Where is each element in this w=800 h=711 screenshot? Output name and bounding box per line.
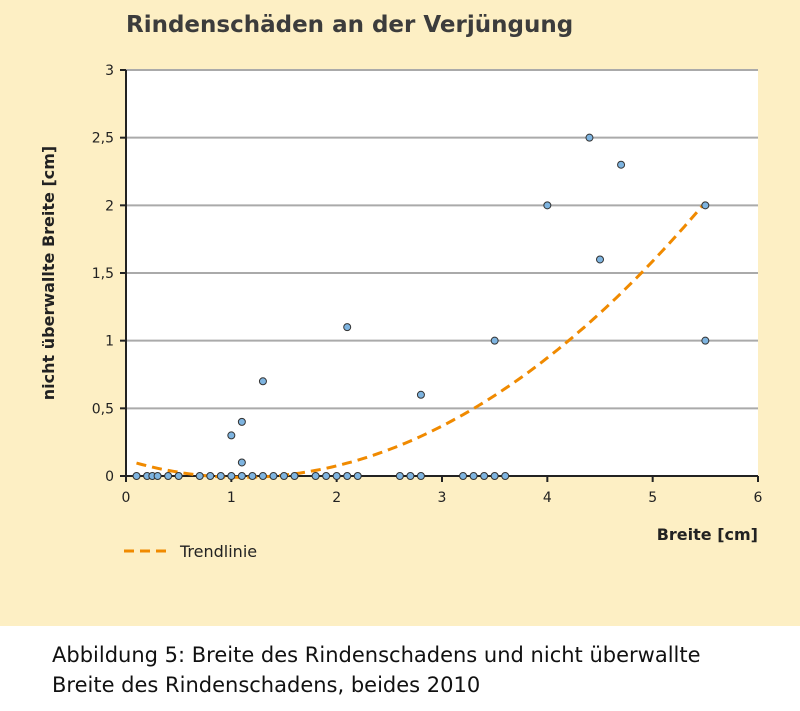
- y-tick-label: 0,5: [92, 401, 114, 417]
- x-tick-label: 4: [543, 490, 552, 506]
- y-tick-label: 1,5: [92, 266, 114, 282]
- data-point: [469, 472, 478, 480]
- data-point: [490, 472, 499, 480]
- x-tick-label: 3: [438, 490, 447, 506]
- data-point: [501, 472, 510, 480]
- data-point: [248, 472, 257, 480]
- y-tick-label: 1: [105, 334, 114, 350]
- scatter-chart: 0 0,5 1 1,5 2 2,5 3 0 1 2 3 4 5 6 Breite [cm] nicht ü…: [39, 63, 763, 561]
- data-point: [343, 472, 352, 480]
- caption-line-2: Breite des Rindenschadens, beides 2010: [52, 673, 481, 697]
- figure-caption: Abbildung 5: Breite des Rindenschadens u…: [52, 640, 701, 700]
- data-point: [596, 255, 604, 264]
- legend-label: Trendlinie: [179, 542, 257, 561]
- data-point: [174, 472, 183, 480]
- data-point: [322, 472, 331, 480]
- data-point: [543, 201, 552, 210]
- data-point: [406, 472, 415, 480]
- data-point: [269, 472, 278, 480]
- data-point: [490, 336, 499, 345]
- data-point: [480, 472, 489, 480]
- x-tick-label: 1: [227, 490, 236, 506]
- x-axis-label: Breite [cm]: [657, 525, 758, 544]
- y-tick-label: 3: [105, 63, 114, 79]
- data-point: [416, 390, 425, 399]
- data-point: [617, 160, 626, 169]
- data-point: [459, 472, 468, 480]
- data-point: [280, 472, 288, 480]
- data-point: [290, 472, 299, 480]
- data-point: [416, 472, 425, 480]
- data-point: [332, 472, 341, 480]
- y-tick-label: 2,5: [92, 131, 114, 147]
- data-point: [132, 472, 141, 480]
- x-tick-label: 5: [648, 490, 657, 506]
- data-point: [227, 431, 236, 440]
- data-point: [195, 472, 204, 480]
- data-point: [353, 472, 362, 480]
- data-point: [216, 472, 225, 480]
- data-point: [395, 472, 404, 480]
- caption-line-1: Abbildung 5: Breite des Rindenschadens u…: [52, 643, 701, 667]
- data-point: [237, 458, 246, 467]
- data-point: [164, 472, 173, 480]
- data-point: [237, 417, 246, 426]
- data-point: [237, 472, 246, 480]
- y-tick-label: 2: [105, 198, 114, 214]
- data-point: [258, 472, 267, 480]
- y-axis-label: nicht überwallte Breite [cm]: [39, 146, 58, 400]
- data-point: [343, 323, 352, 332]
- data-point: [258, 377, 267, 386]
- data-point: [701, 201, 710, 210]
- data-point: [153, 472, 162, 480]
- data-point: [585, 133, 594, 142]
- data-point: [311, 472, 320, 480]
- x-tick-label: 2: [332, 490, 341, 506]
- x-tick-label: 0: [122, 490, 131, 506]
- data-point: [206, 472, 215, 480]
- data-point: [701, 336, 710, 345]
- x-tick-label: 6: [754, 490, 763, 506]
- chart-title: Rindenschäden an der Verjüngung: [126, 12, 574, 38]
- y-tick-label: 0: [105, 469, 114, 485]
- data-point: [227, 472, 236, 480]
